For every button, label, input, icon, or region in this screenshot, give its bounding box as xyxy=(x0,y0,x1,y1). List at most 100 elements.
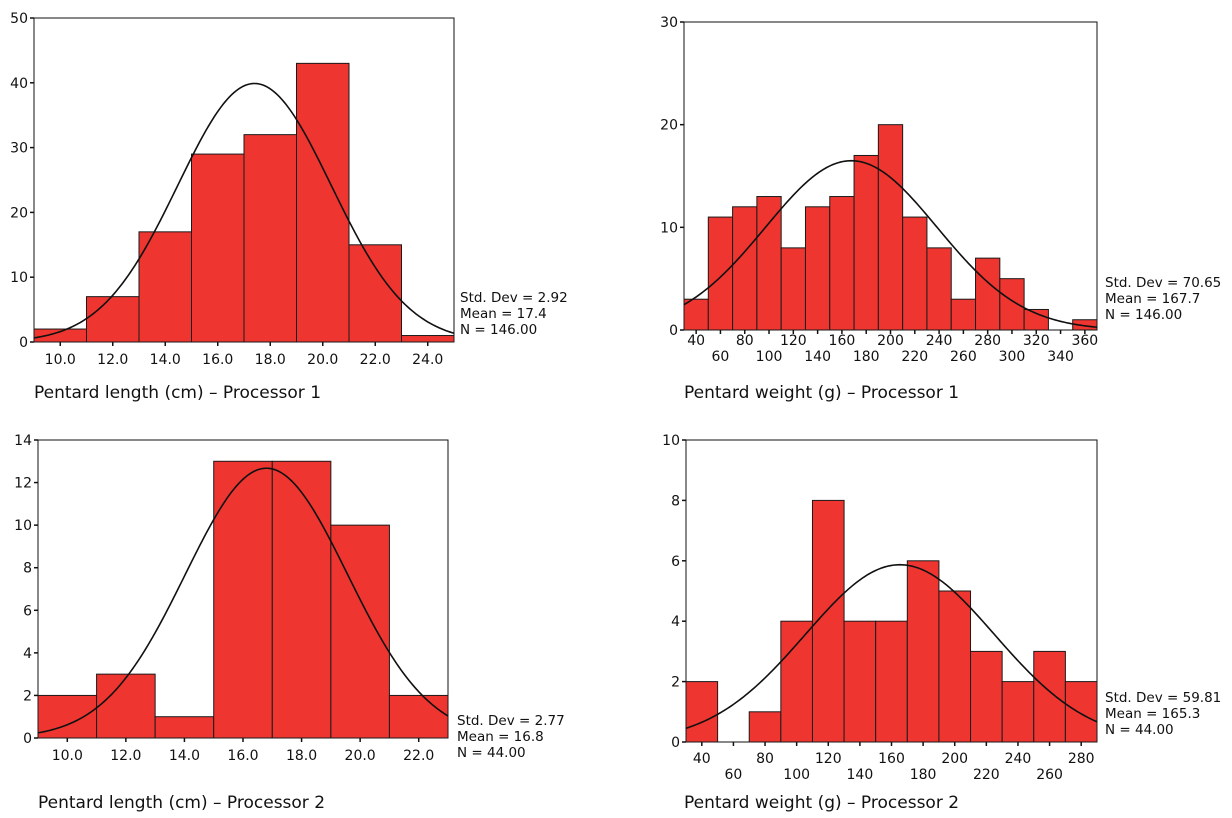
x-tick-label: 200 xyxy=(941,751,968,767)
histogram-bar xyxy=(191,153,245,343)
histogram-bar xyxy=(213,460,273,739)
stats-line: Mean = 17.4 xyxy=(460,306,547,322)
x-tick-label: 10.0 xyxy=(45,352,76,368)
histogram-bar xyxy=(683,298,709,331)
x-tick-label: 240 xyxy=(1005,751,1032,767)
histogram-panel-2: 0 10 20 30 40 60 80100120140160180200220240260… xyxy=(660,15,1221,403)
histogram-bar xyxy=(271,460,332,739)
histogram-bar xyxy=(1033,650,1066,743)
chart-caption: Pentard length (cm) – Processor 2 xyxy=(38,793,325,813)
y-tick-label: 12 xyxy=(14,476,32,492)
y-tick-label: 0 xyxy=(19,335,28,351)
histogram-bar xyxy=(780,247,806,331)
stats-line: N = 146.00 xyxy=(460,322,537,338)
x-tick-label: 220 xyxy=(973,767,1000,783)
stats-line: Std. Dev = 59.81 xyxy=(1105,690,1221,706)
x-tick-label: 60 xyxy=(725,767,743,783)
y-tick-label: 6 xyxy=(23,603,32,619)
histogram-bar xyxy=(902,216,928,331)
stats-line: Mean = 16.8 xyxy=(457,729,544,745)
normal-curve xyxy=(33,82,455,339)
y-tick-label: 10 xyxy=(660,220,678,236)
y-tick-label: 4 xyxy=(671,614,680,630)
histogram-bar xyxy=(154,716,215,739)
x-tick-label: 24.0 xyxy=(412,352,443,368)
histogram-bar xyxy=(348,244,402,343)
x-tick-label: 18.0 xyxy=(255,352,286,368)
histogram-bar xyxy=(829,196,855,331)
histogram-bar xyxy=(843,620,877,743)
y-tick-label: 8 xyxy=(671,493,680,509)
stats-line: N = 44.00 xyxy=(1105,722,1174,738)
x-tick-label: 340 xyxy=(1047,349,1074,365)
y-tick-label: 20 xyxy=(660,118,678,134)
stats-line: Std. Dev = 70.65 xyxy=(1105,275,1221,291)
x-tick-label: 16.0 xyxy=(227,748,258,764)
histogram-bar xyxy=(707,216,734,331)
histogram-bar xyxy=(926,247,952,331)
chart-caption: Pentard weight (g) – Processor 1 xyxy=(684,383,959,403)
x-tick-label: 20.0 xyxy=(307,352,338,368)
y-tick-label: 2 xyxy=(671,675,680,691)
x-tick-label: 280 xyxy=(1068,751,1095,767)
histogram-bar xyxy=(138,231,192,343)
x-tick-label: 22.0 xyxy=(360,352,391,368)
x-tick-label: 300 xyxy=(999,349,1026,365)
stats-line: Std. Dev = 2.92 xyxy=(460,290,568,306)
histogram-bar xyxy=(388,694,449,739)
stats-line: N = 44.00 xyxy=(457,745,526,761)
y-tick-label: 8 xyxy=(23,561,32,577)
x-tick-label: 180 xyxy=(910,767,937,783)
histogram-bar xyxy=(780,620,813,743)
histogram-bar xyxy=(938,590,972,743)
normal-curve xyxy=(683,159,1098,328)
y-tick-label: 10 xyxy=(14,518,32,534)
x-tick-label: 10.0 xyxy=(52,748,83,764)
histogram-bar xyxy=(1001,681,1035,743)
y-tick-label: 0 xyxy=(23,731,32,747)
x-tick-label: 12.0 xyxy=(97,352,128,368)
histogram-bar xyxy=(1064,681,1098,743)
x-tick-label: 200 xyxy=(877,333,904,349)
x-tick-label: 16.0 xyxy=(202,352,233,368)
histogram-bar xyxy=(950,298,977,331)
histogram-panel-4: 0246810406080100120140160180200220240260… xyxy=(662,433,1221,813)
x-tick-label: 360 xyxy=(1071,333,1098,349)
y-tick-label: 10 xyxy=(662,433,680,449)
y-tick-label: 0 xyxy=(669,323,678,339)
y-tick-label: 6 xyxy=(671,554,680,570)
x-tick-label: 120 xyxy=(780,333,807,349)
x-tick-label: 100 xyxy=(783,767,810,783)
x-tick-label: 80 xyxy=(756,751,774,767)
y-tick-label: 40 xyxy=(10,76,28,92)
y-tick-label: 20 xyxy=(10,205,28,221)
stats-line: Std. Dev = 2.77 xyxy=(457,713,565,729)
x-tick-label: 260 xyxy=(950,349,977,365)
x-tick-label: 80 xyxy=(736,333,754,349)
x-tick-label: 240 xyxy=(926,333,953,349)
x-tick-label: 14.0 xyxy=(150,352,181,368)
histogram-bar xyxy=(877,124,904,331)
x-tick-label: 12.0 xyxy=(110,748,141,764)
histogram-bar xyxy=(296,62,350,343)
x-tick-label: 40 xyxy=(687,333,705,349)
histogram-bar xyxy=(875,620,908,743)
histogram-bar xyxy=(401,335,455,343)
y-tick-label: 10 xyxy=(10,270,28,286)
chart-caption: Pentard length (cm) – Processor 1 xyxy=(34,383,321,403)
x-tick-label: 20.0 xyxy=(345,748,376,764)
x-tick-label: 40 xyxy=(693,751,711,767)
normal-curve xyxy=(685,563,1098,730)
x-tick-label: 60 xyxy=(712,349,730,365)
y-tick-label: 14 xyxy=(14,433,32,449)
histogram-bar xyxy=(685,681,719,743)
histogram-bar xyxy=(1023,308,1049,331)
x-tick-label: 220 xyxy=(901,349,928,365)
stats-line: N = 146.00 xyxy=(1105,307,1182,323)
histogram-bar xyxy=(748,711,782,743)
y-tick-label: 50 xyxy=(10,11,28,27)
histogram-bar xyxy=(975,257,1001,331)
y-tick-label: 30 xyxy=(10,141,28,157)
x-tick-label: 22.0 xyxy=(403,748,434,764)
